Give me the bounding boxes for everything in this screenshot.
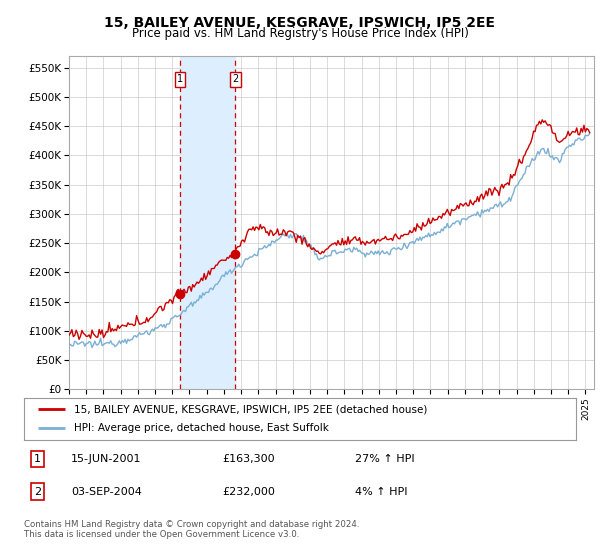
Text: £163,300: £163,300 <box>223 454 275 464</box>
Text: £232,000: £232,000 <box>223 487 275 497</box>
Text: 4% ↑ HPI: 4% ↑ HPI <box>355 487 408 497</box>
Text: 2: 2 <box>34 487 41 497</box>
Text: 1: 1 <box>177 74 183 85</box>
Text: 1: 1 <box>34 454 41 464</box>
Text: 15-JUN-2001: 15-JUN-2001 <box>71 454 142 464</box>
Text: 27% ↑ HPI: 27% ↑ HPI <box>355 454 415 464</box>
Text: 15, BAILEY AVENUE, KESGRAVE, IPSWICH, IP5 2EE (detached house): 15, BAILEY AVENUE, KESGRAVE, IPSWICH, IP… <box>74 404 427 414</box>
Text: Contains HM Land Registry data © Crown copyright and database right 2024.
This d: Contains HM Land Registry data © Crown c… <box>24 520 359 539</box>
Text: HPI: Average price, detached house, East Suffolk: HPI: Average price, detached house, East… <box>74 423 329 433</box>
Text: Price paid vs. HM Land Registry's House Price Index (HPI): Price paid vs. HM Land Registry's House … <box>131 27 469 40</box>
Text: 03-SEP-2004: 03-SEP-2004 <box>71 487 142 497</box>
Bar <box>180 56 235 389</box>
Text: 15, BAILEY AVENUE, KESGRAVE, IPSWICH, IP5 2EE: 15, BAILEY AVENUE, KESGRAVE, IPSWICH, IP… <box>104 16 496 30</box>
Text: 2: 2 <box>232 74 239 85</box>
